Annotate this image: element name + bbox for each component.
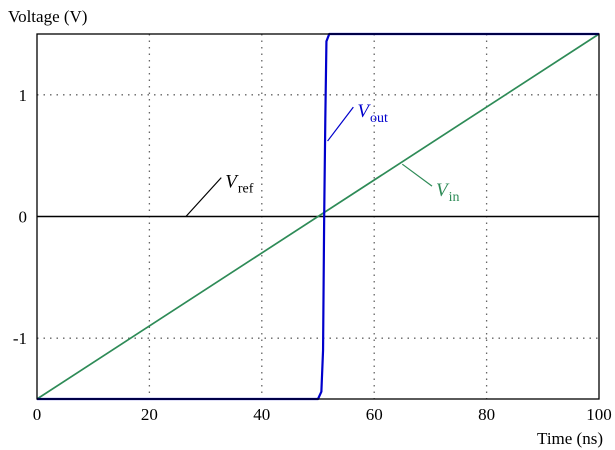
x-tick-label-3: 60 [366, 405, 383, 424]
annotation-label-vin: Vin [436, 180, 460, 205]
y-axis-title: Voltage (V) [8, 7, 87, 26]
series-lines [36, 32, 600, 401]
y-tick-label-1: 0 [19, 208, 28, 227]
x-tick-label-0: 0 [33, 405, 42, 424]
series-line-vin [36, 33, 600, 400]
tick-labels: 0 20 40 60 80 100 1 0 -1 [13, 86, 612, 424]
annotation-leader-vout [327, 106, 354, 142]
annotation-subscript-vref: ref [238, 182, 254, 197]
x-axis-title: Time (ns) [537, 429, 603, 448]
x-tick-label-5: 100 [586, 405, 612, 424]
annotation-label-vref: Vref [225, 172, 253, 197]
x-tick-label-2: 40 [253, 405, 270, 424]
x-tick-label-4: 80 [478, 405, 495, 424]
annotation-label-vout: Vout [357, 101, 388, 126]
y-tick-label-2: -1 [13, 329, 27, 348]
annotation-leader-vin [401, 163, 433, 187]
plot-frame [36, 33, 600, 400]
annotation-subscript-vin: in [449, 190, 460, 205]
annotation-leader-vref [185, 177, 222, 217]
x-tick-label-1: 20 [141, 405, 158, 424]
annotations: Vref Vout Vin [185, 101, 460, 217]
annotation-subscript-vout: out [370, 111, 388, 126]
y-tick-label-0: 1 [19, 86, 28, 105]
series-line-vout [37, 32, 599, 401]
